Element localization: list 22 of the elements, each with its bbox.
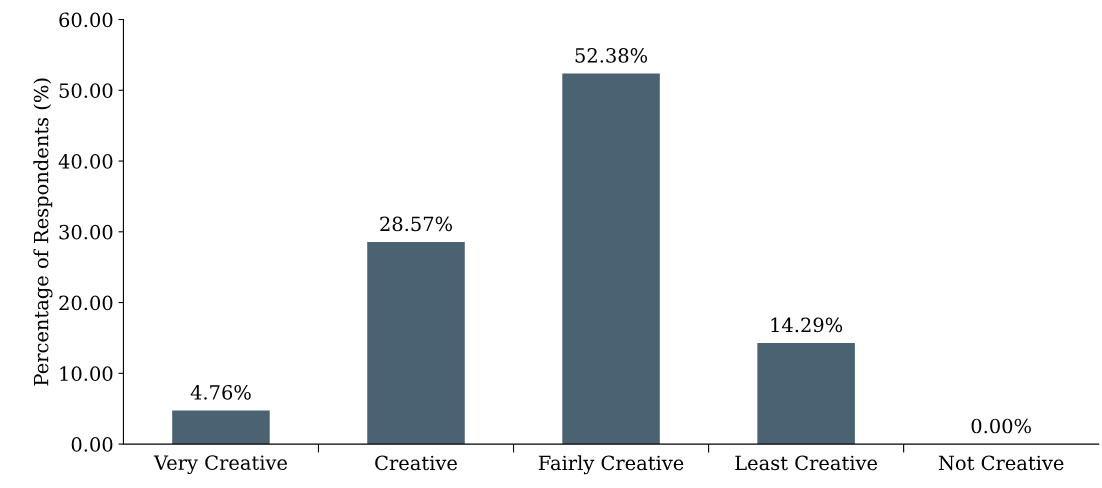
y-tick-label: 10.00 (60, 366, 113, 381)
y-tick-label: 40.00 (58, 154, 113, 169)
bar (562, 73, 660, 445)
y-tick-label: 20.00 (59, 295, 113, 311)
x-tick-label: Very Creative (153, 455, 287, 475)
y-tick-label: 30.00 (59, 224, 113, 240)
data-label: 14.29% (771, 317, 843, 333)
y-axis-title: Percentage of Respondents (%) (33, 78, 53, 386)
x-tick-label: Least Creative (735, 455, 878, 471)
x-tick-label: Fairly Creative (538, 455, 684, 475)
data-label: 52.38% (575, 48, 648, 63)
y-tick-label: 60.00 (59, 12, 113, 28)
x-tick-label: Creative (375, 455, 457, 471)
data-label: 4.76% (190, 384, 251, 400)
bar (367, 241, 465, 445)
data-label: 28.57% (380, 216, 452, 232)
y-tick-label: 0.00 (71, 437, 113, 452)
bar (172, 410, 270, 445)
x-tick-label: Not Creative (938, 455, 1064, 471)
y-tick-label: 50.00 (59, 83, 113, 98)
bar (757, 342, 855, 445)
data-label: 0.00% (971, 418, 1031, 434)
